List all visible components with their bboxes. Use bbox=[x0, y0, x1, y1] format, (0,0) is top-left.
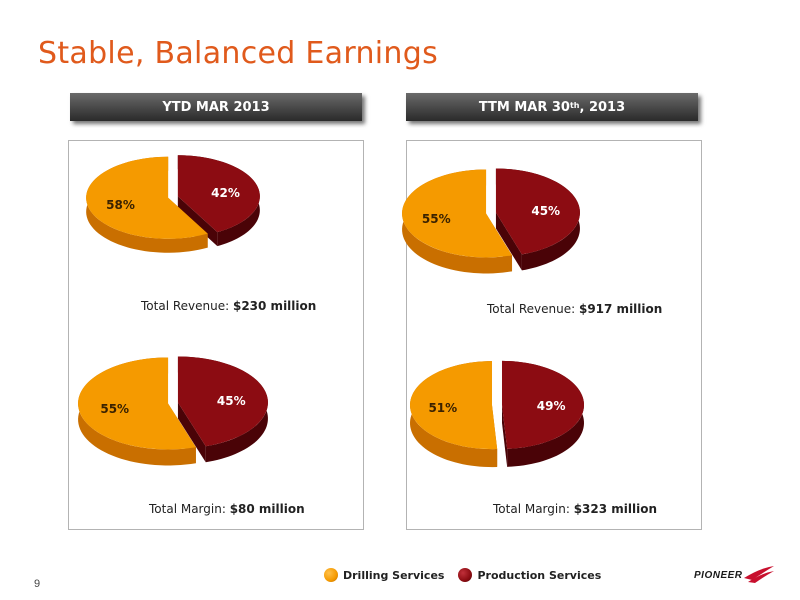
ttm-revenue-pie: 45% 55% bbox=[402, 168, 580, 274]
ttm-margin-pie: 49% 51% bbox=[410, 360, 584, 468]
logo-text: PIONEER bbox=[694, 570, 743, 581]
logo-swoosh-icon bbox=[744, 566, 774, 583]
ttm-banner-tail: , 2013 bbox=[579, 99, 626, 115]
slice-drilling: 51% bbox=[410, 361, 498, 468]
slice-cut-face bbox=[495, 212, 522, 271]
caption-label: Total Revenue: bbox=[487, 302, 576, 316]
slice-side-wall bbox=[86, 156, 208, 253]
page-number: 9 bbox=[34, 578, 41, 590]
slice-top-production bbox=[177, 356, 268, 447]
slide-title: Stable, Balanced Earnings bbox=[38, 36, 439, 71]
slice-label-drilling: 55% bbox=[100, 402, 129, 416]
ytd-margin-pie: 45% 55% bbox=[78, 356, 268, 466]
caption-value: $80 million bbox=[229, 502, 305, 516]
slice-top-drilling bbox=[78, 357, 196, 450]
slice-top-production bbox=[177, 155, 260, 233]
slice-production: 45% bbox=[177, 356, 268, 463]
ytd-panel: 42% 58% Total Revenue: $230 million 45% 55… bbox=[68, 140, 364, 530]
slice-drilling: 58% bbox=[86, 156, 208, 253]
slice-label-drilling: 51% bbox=[428, 401, 457, 415]
slice-top-drilling bbox=[86, 156, 208, 239]
ytd-margin-caption: Total Margin: $80 million bbox=[149, 502, 305, 516]
slice-top-production bbox=[495, 168, 580, 255]
legend-item-production: Production Services bbox=[458, 568, 601, 582]
slice-top-drilling bbox=[410, 361, 498, 450]
legend-swatch-drilling bbox=[324, 568, 338, 582]
caption-label: Total Margin: bbox=[149, 502, 226, 516]
legend: Drilling Services Production Services bbox=[324, 566, 615, 584]
legend-label-production: Production Services bbox=[477, 568, 602, 582]
slice-top-drilling bbox=[402, 169, 513, 258]
slice-drilling: 55% bbox=[78, 357, 196, 466]
slice-cut-face bbox=[177, 402, 206, 463]
caption-value: $323 million bbox=[573, 502, 658, 516]
caption-value: $917 million bbox=[578, 302, 663, 316]
slice-label-drilling: 58% bbox=[106, 198, 135, 212]
slice-label-production: 45% bbox=[217, 394, 246, 408]
caption-label: Total Margin: bbox=[493, 502, 570, 516]
ttm-margin-caption: Total Margin: $323 million bbox=[493, 502, 657, 516]
slice-drilling: 55% bbox=[402, 169, 513, 274]
ttm-revenue-caption: Total Revenue: $917 million bbox=[487, 302, 662, 316]
slice-production: 49% bbox=[501, 360, 584, 467]
caption-label: Total Revenue: bbox=[141, 299, 230, 313]
slice-label-production: 45% bbox=[531, 204, 560, 218]
legend-item-drilling: Drilling Services bbox=[324, 568, 444, 582]
ytd-banner-label: YTD MAR 2013 bbox=[162, 99, 270, 115]
slice-production: 45% bbox=[495, 168, 580, 271]
ytd-revenue-caption: Total Revenue: $230 million bbox=[141, 299, 316, 313]
legend-swatch-production bbox=[458, 568, 473, 582]
pioneer-logo: PIONEER bbox=[694, 564, 776, 590]
slice-top-production bbox=[501, 360, 584, 449]
slice-label-drilling: 55% bbox=[422, 212, 451, 226]
ttm-banner-label: TTM MAR 30 bbox=[478, 99, 570, 115]
slice-label-production: 42% bbox=[211, 186, 240, 200]
slice-production: 42% bbox=[177, 155, 260, 247]
ytd-revenue-pie: 42% 58% bbox=[86, 155, 260, 253]
ttm-banner-superscript: th bbox=[569, 100, 580, 110]
slice-label-production: 49% bbox=[537, 399, 566, 413]
slice-cut-face bbox=[501, 404, 508, 467]
ttm-panel: 45% 55% Total Revenue: $917 million 49% 51… bbox=[402, 140, 702, 530]
legend-label-drilling: Drilling Services bbox=[343, 568, 445, 582]
caption-value: $230 million bbox=[232, 299, 317, 313]
ytd-banner: YTD MAR 2013 bbox=[70, 93, 362, 121]
